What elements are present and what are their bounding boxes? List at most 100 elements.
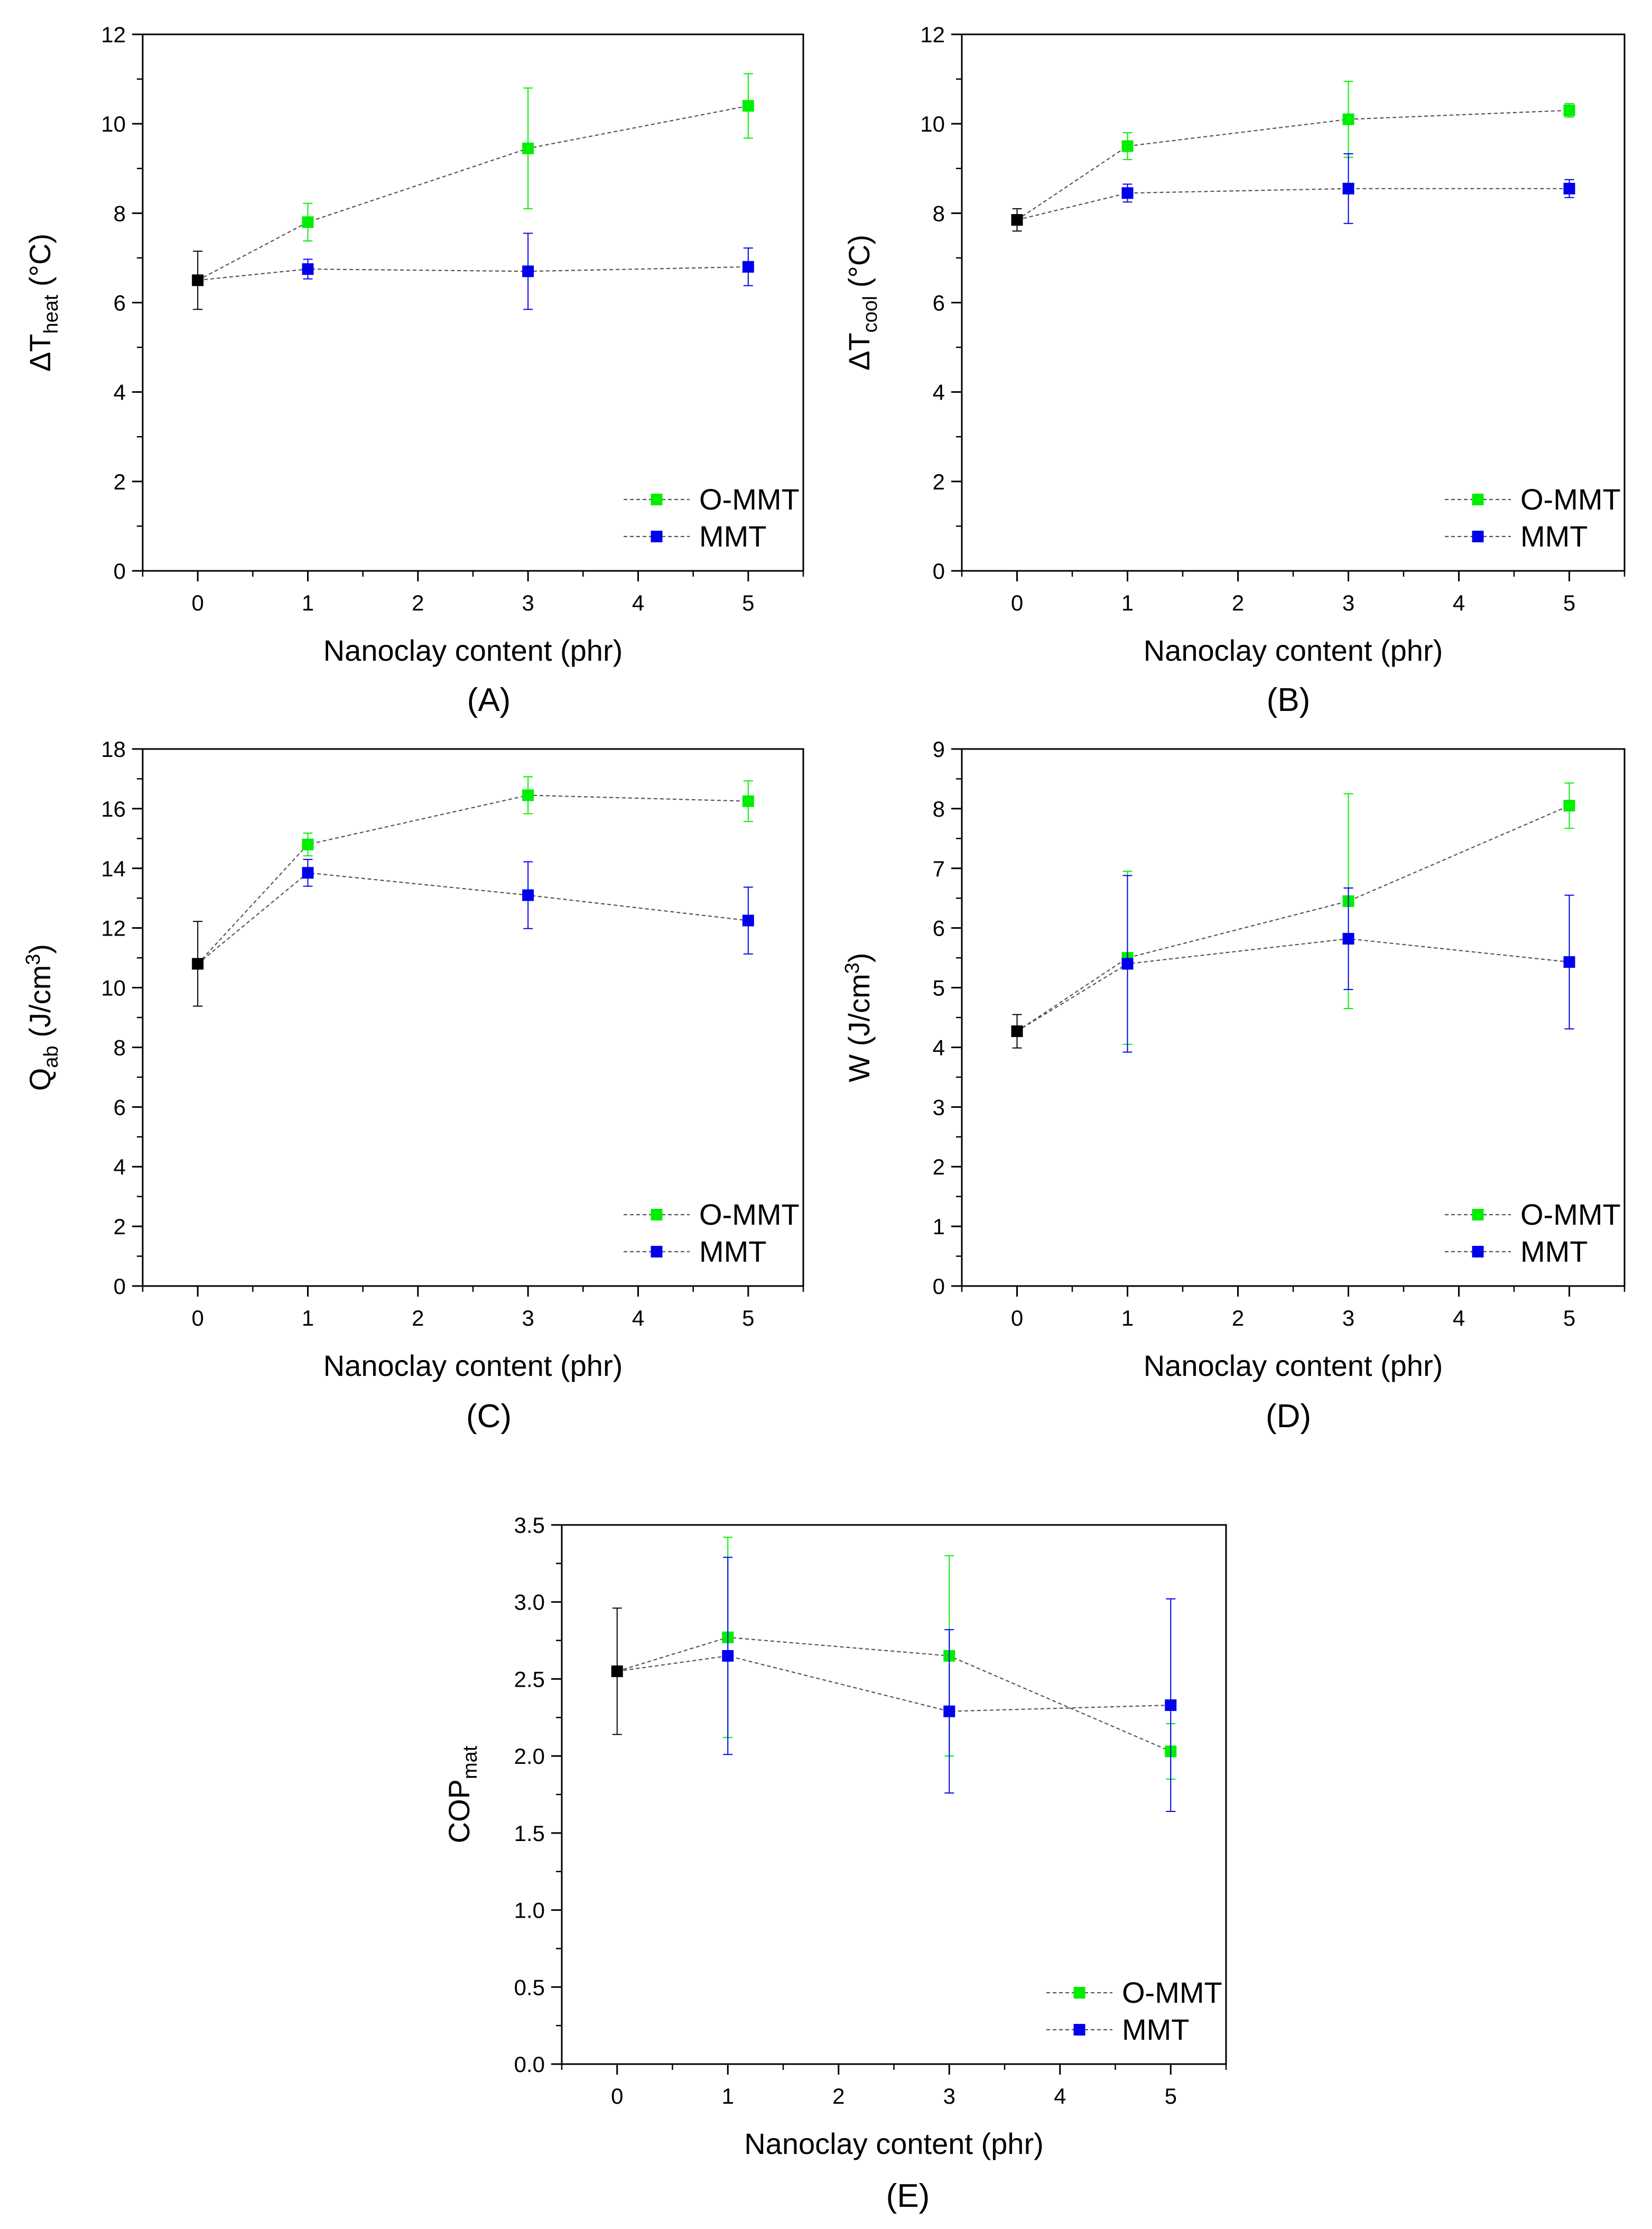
x-tick-label: 1 (1121, 590, 1134, 615)
x-tick-label: 1 (302, 590, 314, 615)
y-title-main: COP (442, 1779, 476, 1843)
y-tick-label: 12 (101, 22, 126, 47)
data-point (522, 889, 534, 901)
series-line (1016, 938, 1570, 1032)
y-title-subscript: ab (40, 1046, 62, 1068)
x-axis-title: Nanoclay content (phr) (1144, 634, 1443, 667)
chart-panel-d: 0 1 2 3 4 5 0 1 2 3 4 5 6 7 8 9 Nanoclay content (phr) W … (841, 737, 1626, 1435)
data-point (1121, 958, 1134, 970)
series-o-mmt (1016, 80, 1575, 220)
x-tick-label: 0 (1011, 590, 1023, 615)
x-tick-label: 5 (1563, 1306, 1575, 1330)
panel-label: (D) (1266, 1398, 1311, 1435)
legend-marker (1073, 2024, 1085, 2036)
y-tick-label: 7 (933, 856, 945, 881)
y-tick-label: 6 (933, 291, 945, 316)
data-point (1165, 1699, 1177, 1711)
y-tick-label: 4 (933, 1035, 945, 1060)
legend: O-MMT MMT (624, 483, 800, 553)
legend-marker (651, 1209, 663, 1220)
series-line (197, 872, 748, 965)
x-tick-label: 3 (522, 590, 534, 615)
y-tick-label: 8 (933, 797, 945, 821)
data-point (722, 1650, 734, 1662)
x-tick-label: 4 (632, 590, 644, 615)
x-tick-label: 4 (1453, 1306, 1465, 1330)
legend-label-mmt: MMT (699, 520, 767, 553)
data-point (302, 263, 314, 275)
y-title-unit: (°C) (23, 234, 57, 295)
panel-label: (B) (1267, 682, 1311, 718)
y-tick-label: 1.0 (514, 1898, 545, 1923)
y-tick-label: 10 (920, 112, 945, 136)
y-axis-title: COPmat (442, 1745, 481, 1843)
x-axis-title: Nanoclay content (phr) (323, 1349, 623, 1382)
legend-marker (1472, 531, 1484, 542)
x-tick-label: 4 (632, 1306, 644, 1330)
data-point (522, 789, 534, 801)
y-tick-label: 6 (114, 291, 126, 316)
x-tick-label: 3 (522, 1306, 534, 1330)
series-o-mmt (197, 73, 754, 281)
y-title-main: W (842, 1055, 876, 1083)
x-tick-label: 5 (1563, 590, 1575, 615)
y-tick-label: 2 (114, 1214, 126, 1239)
x-tick-label: 5 (742, 1306, 754, 1330)
reference-point (1011, 208, 1023, 232)
x-tick-label: 5 (742, 590, 754, 615)
legend-marker (1472, 1209, 1484, 1220)
legend: O-MMT MMT (1046, 1976, 1222, 2046)
y-tick-label: 4 (114, 1154, 126, 1179)
x-tick-label: 2 (832, 2084, 844, 2108)
series-mmt (197, 858, 754, 965)
data-point (192, 958, 204, 970)
data-point (1563, 956, 1575, 968)
legend-marker (1472, 494, 1484, 505)
data-point (742, 100, 754, 112)
legend-label-o-mmt: O-MMT (699, 483, 800, 516)
y-tick-label: 5 (933, 976, 945, 1001)
y-tick-label: 12 (101, 916, 126, 941)
panel-label: (E) (886, 2178, 930, 2214)
legend-label-o-mmt: O-MMT (1122, 1976, 1222, 2009)
y-tick-label: 9 (933, 737, 945, 762)
series-line (617, 1636, 1171, 1752)
series-mmt (1016, 875, 1575, 1053)
y-tick-label: 0 (933, 559, 945, 584)
x-tick-label: 2 (412, 590, 424, 615)
series-line (198, 266, 748, 281)
y-tick-label: 0.5 (514, 1975, 545, 2000)
y-axis-title: ΔTheat (°C) (23, 234, 62, 372)
y-title-superscript: 3 (841, 963, 864, 974)
data-point (1121, 187, 1134, 199)
data-point (611, 1665, 623, 1677)
x-tick-label: 1 (1121, 1306, 1134, 1330)
legend-label-o-mmt: O-MMT (699, 1198, 800, 1231)
x-axis-title: Nanoclay content (phr) (323, 634, 623, 667)
y-tick-label: 3.0 (514, 1590, 545, 1615)
y-tick-label: 8 (114, 1035, 126, 1060)
y-tick-label: 2.0 (514, 1744, 545, 1769)
legend-label-mmt: MMT (1520, 1235, 1588, 1268)
x-tick-label: 2 (1232, 590, 1244, 615)
reference-point (1011, 1014, 1023, 1049)
panel-label: (C) (466, 1398, 512, 1435)
x-tick-label: 3 (1342, 590, 1354, 615)
x-tick-label: 0 (191, 590, 203, 615)
series-mmt (617, 1557, 1177, 1812)
y-tick-label: 6 (114, 1095, 126, 1120)
y-title-subscript: cool (859, 296, 881, 333)
data-point (742, 795, 754, 807)
y-title-main: Q (23, 1068, 57, 1091)
x-tick-label: 1 (302, 1306, 314, 1330)
y-tick-label: 4 (933, 380, 945, 405)
data-point (1563, 800, 1575, 812)
y-tick-label: 3.5 (514, 1513, 545, 1538)
data-point (192, 274, 204, 286)
legend-label-o-mmt: O-MMT (1520, 1198, 1621, 1231)
x-tick-label: 0 (611, 2084, 623, 2108)
data-point (302, 867, 314, 879)
reference-point (611, 1607, 623, 1735)
